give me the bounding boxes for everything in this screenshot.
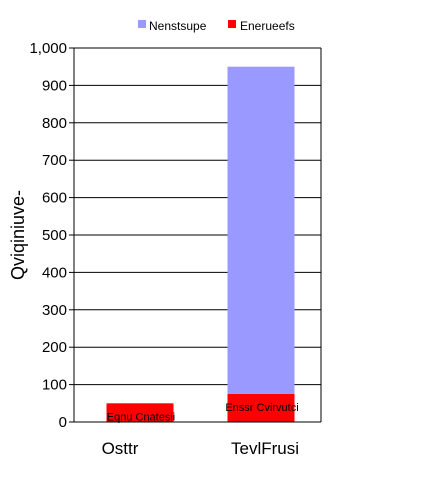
x-axis-categories: Osttr TevlFrusi — [102, 439, 299, 458]
bar-segment-2-2 — [227, 66, 295, 394]
legend: Nenstsupe Enerueefs — [138, 19, 295, 33]
y-tick-label: 600 — [42, 190, 67, 207]
y-tick-label: 700 — [42, 152, 67, 169]
y-tick-label: 200 — [42, 339, 67, 356]
y-axis-label: Qviqiniuve- — [8, 190, 28, 280]
y-tick-label: 300 — [42, 302, 67, 319]
y-tick-label: 400 — [42, 264, 67, 281]
axes — [73, 47, 322, 423]
y-tick-label: 500 — [42, 227, 67, 244]
bar-labels: Eqnu Cnatesii Enssr Cvirvutci — [107, 402, 299, 423]
bar-segment-1-2 — [227, 393, 295, 422]
y-tick-label: 1,000 — [29, 40, 67, 57]
legend-swatch-series-2 — [138, 20, 146, 28]
y-tick-label: 800 — [42, 115, 67, 132]
legend-swatch-series-1 — [228, 20, 236, 28]
y-tick-label: 900 — [42, 77, 67, 94]
legend-label-series-2: Nenstsupe — [149, 19, 207, 33]
y-axis-ticks: 0 100 200 300 400 500 600 700 800 900 1,000 — [29, 40, 74, 431]
x-category-label: TevlFrusi — [231, 439, 299, 458]
bar-data-label: Enssr Cvirvutci — [225, 402, 298, 414]
bar-segment-1-1 — [106, 403, 174, 422]
bars — [106, 66, 295, 422]
legend-label-series-1: Enerueefs — [240, 19, 295, 33]
bar-data-label: Eqnu Cnatesii — [107, 411, 176, 423]
y-tick-label: 100 — [42, 377, 67, 394]
y-tick-label: 0 — [59, 414, 67, 431]
x-category-label: Osttr — [102, 439, 139, 458]
